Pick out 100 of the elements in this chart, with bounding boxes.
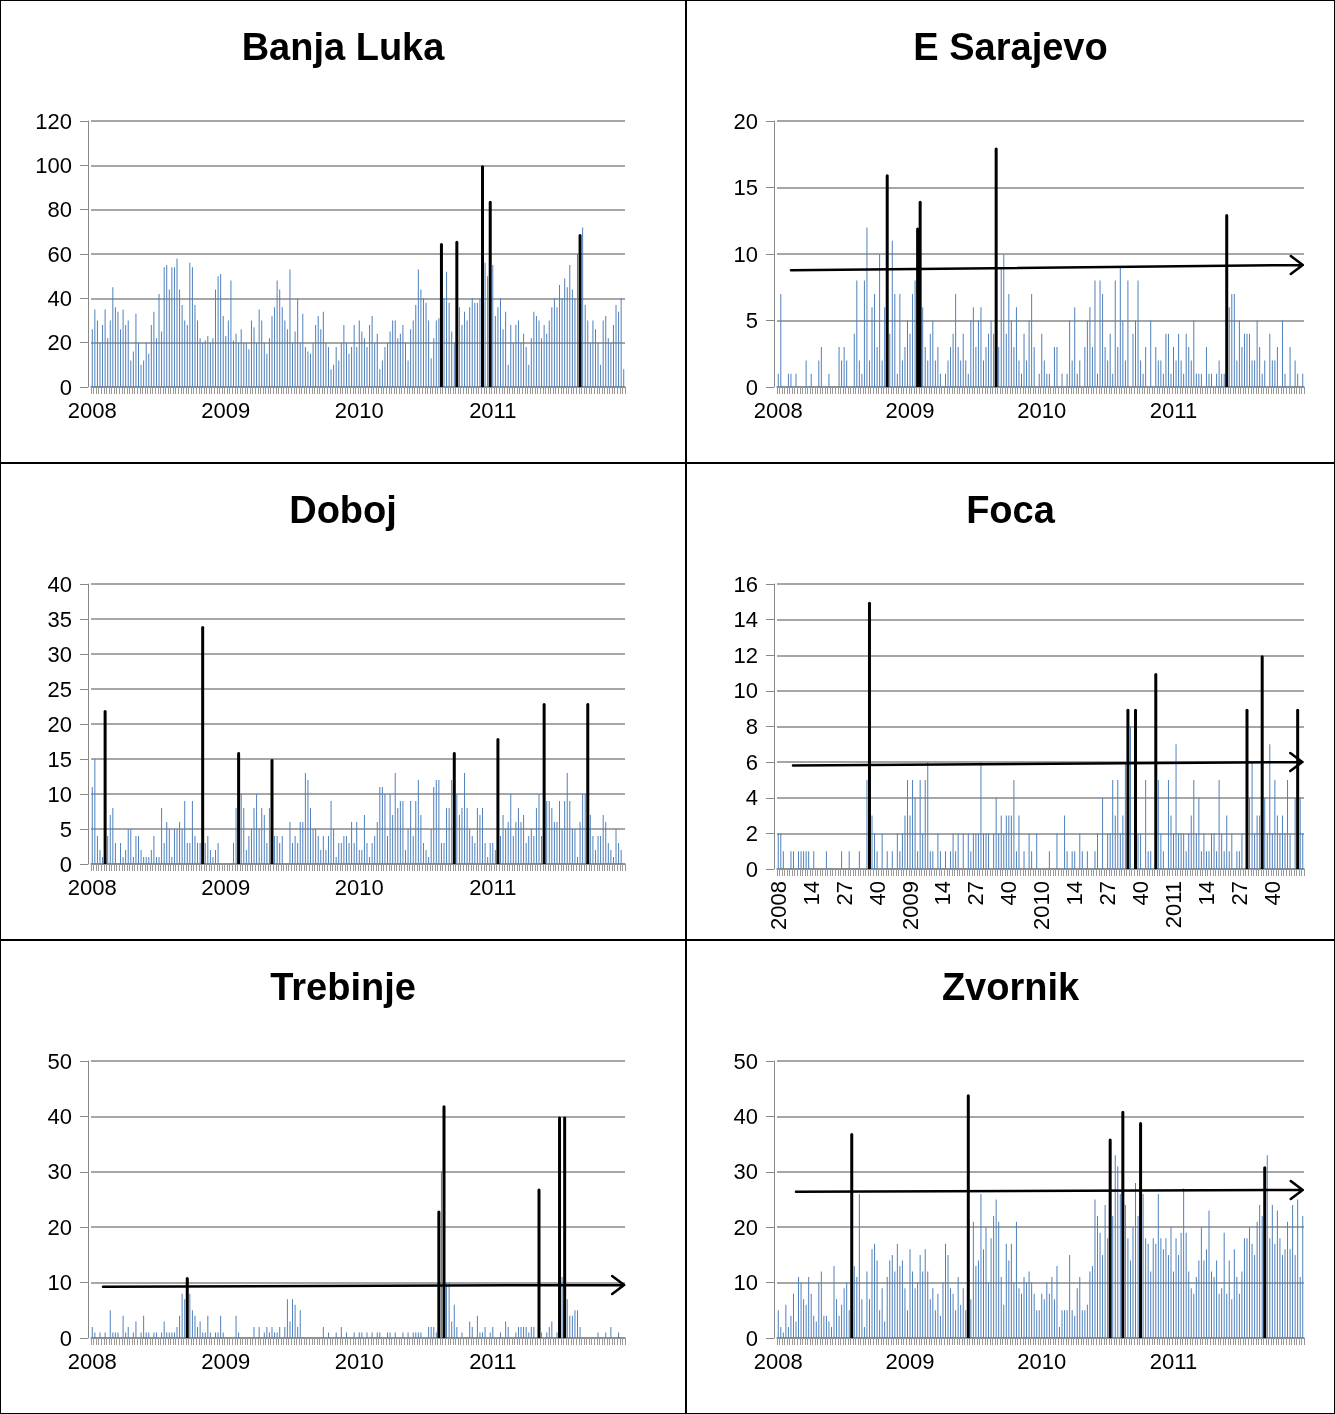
x-tick-label: 2009 xyxy=(897,881,923,930)
chart-title: Doboj xyxy=(289,489,397,531)
bar xyxy=(455,240,459,387)
y-tick-label: 20 xyxy=(47,330,72,356)
x-tick-label: 2011 xyxy=(1149,1348,1198,1374)
x-tick-label: 2010 xyxy=(1017,1348,1067,1374)
bar xyxy=(578,234,582,387)
y-tick-label: 10 xyxy=(733,1270,758,1296)
bar xyxy=(103,710,107,864)
x-tick-label: 40 xyxy=(1259,881,1285,906)
y-tick-label: 10 xyxy=(733,241,758,267)
y-tick-label: 6 xyxy=(745,749,758,775)
bar xyxy=(918,200,922,387)
y-tick-label: 4 xyxy=(745,785,758,811)
bar xyxy=(885,174,889,387)
y-tick-label: 20 xyxy=(733,108,758,134)
y-tick-label: 0 xyxy=(59,374,72,400)
bar xyxy=(542,703,546,864)
x-tick-label: 40 xyxy=(1128,881,1154,906)
x-tick-label: 2009 xyxy=(885,397,935,423)
x-tick-label: 14 xyxy=(798,881,824,906)
bar xyxy=(563,1116,567,1338)
y-tick-label: 15 xyxy=(47,746,72,772)
y-tick-label: 5 xyxy=(745,308,758,333)
y-tick-label: 30 xyxy=(47,1159,72,1185)
y-tick-label: 0 xyxy=(59,851,72,877)
bar xyxy=(850,1133,854,1338)
bar xyxy=(437,1210,441,1338)
bar xyxy=(488,200,492,387)
bar xyxy=(201,626,205,864)
chart-title: E Sarajevo xyxy=(913,26,1108,68)
x-tick-label: 2011 xyxy=(1149,397,1198,423)
y-tick-label: 40 xyxy=(47,571,72,597)
bar xyxy=(1245,708,1249,869)
bar xyxy=(966,1094,970,1338)
y-tick-label: 0 xyxy=(745,374,758,400)
y-tick-label: 10 xyxy=(733,678,758,704)
chart-title: Zvornik xyxy=(941,966,1080,1008)
bar xyxy=(537,1188,541,1338)
bar xyxy=(442,1105,446,1338)
bar xyxy=(1108,1138,1112,1338)
bar xyxy=(1260,655,1264,869)
y-tick-label: 30 xyxy=(47,641,72,667)
x-tick-label: 2009 xyxy=(885,1348,935,1374)
x-tick-label: 2009 xyxy=(201,1348,251,1374)
y-tick-label: 40 xyxy=(733,1103,758,1129)
bar xyxy=(1134,708,1138,869)
x-tick-label: 40 xyxy=(864,881,890,906)
y-tick-label: 50 xyxy=(47,1048,72,1074)
x-tick-label: 2010 xyxy=(334,397,384,423)
chart-title: Banja Luka xyxy=(241,26,446,68)
x-tick-label: 2010 xyxy=(334,874,384,900)
x-tick-label: 27 xyxy=(831,881,857,906)
y-tick-label: 0 xyxy=(745,1325,758,1351)
x-tick-label: 27 xyxy=(963,881,989,906)
x-tick-label: 2010 xyxy=(1029,881,1055,930)
bar xyxy=(1225,214,1229,387)
x-tick-label: 2008 xyxy=(753,1348,803,1374)
y-tick-label: 60 xyxy=(47,241,72,267)
x-tick-label: 2011 xyxy=(1161,881,1187,929)
y-tick-label: 20 xyxy=(47,1214,72,1240)
y-tick-label: 80 xyxy=(47,197,72,223)
bar xyxy=(1263,1166,1267,1338)
y-tick-label: 30 xyxy=(733,1159,758,1185)
y-tick-label: 10 xyxy=(47,781,72,807)
x-tick-label: 2009 xyxy=(201,874,251,900)
y-tick-label: 14 xyxy=(733,607,758,633)
y-tick-label: 100 xyxy=(35,152,72,178)
x-tick-label: 2008 xyxy=(67,1348,117,1374)
y-tick-label: 120 xyxy=(35,108,72,134)
x-tick-label: 2010 xyxy=(1017,397,1067,423)
y-tick-label: 50 xyxy=(733,1048,758,1074)
x-tick-label: 2011 xyxy=(469,1348,517,1374)
y-tick-label: 10 xyxy=(47,1270,72,1296)
bar xyxy=(994,147,998,387)
y-tick-label: 25 xyxy=(47,676,72,702)
bar xyxy=(1296,708,1300,869)
bar xyxy=(1121,1110,1125,1338)
x-tick-label: 14 xyxy=(930,881,956,906)
x-tick-label: 40 xyxy=(996,881,1022,906)
bar xyxy=(586,703,590,864)
y-tick-label: 2 xyxy=(745,820,758,846)
y-tick-label: 0 xyxy=(745,856,758,882)
bar xyxy=(867,601,871,869)
x-tick-label: 2008 xyxy=(67,874,117,900)
x-tick-label: 14 xyxy=(1062,881,1088,906)
x-tick-label: 2009 xyxy=(201,397,251,423)
x-tick-label: 2011 xyxy=(469,397,517,423)
bar xyxy=(558,1116,562,1338)
bar xyxy=(452,752,456,864)
x-tick-label: 2010 xyxy=(334,1348,384,1374)
x-tick-label: 2008 xyxy=(67,397,117,423)
bar xyxy=(439,242,443,387)
bar xyxy=(237,752,241,864)
y-tick-label: 0 xyxy=(59,1325,72,1351)
x-tick-label: 27 xyxy=(1226,881,1252,906)
bar xyxy=(496,738,500,864)
x-tick-label: 27 xyxy=(1095,881,1121,906)
x-tick-label: 2008 xyxy=(765,881,791,930)
y-tick-label: 35 xyxy=(47,606,72,632)
